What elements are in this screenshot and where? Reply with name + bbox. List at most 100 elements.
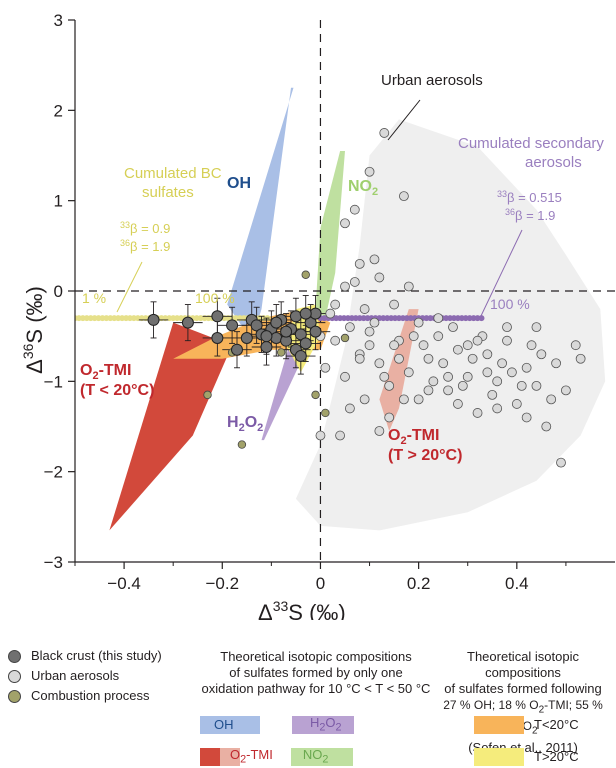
- h2o2-label: H2O2: [227, 414, 263, 434]
- oh-region: [227, 87, 294, 341]
- urban-aerosol-point: [369, 254, 380, 265]
- secondary-label-2: aerosols: [525, 154, 582, 171]
- black-crust-point: [211, 310, 224, 323]
- urban-aerosol-point: [340, 371, 350, 382]
- urban-aerosol-point: [526, 340, 537, 351]
- combustion-point: [340, 333, 350, 343]
- urban-aerosol-point: [349, 277, 360, 287]
- y-tick-label: 2: [54, 101, 63, 120]
- combustion-point: [203, 390, 212, 400]
- urban-aerosol-point: [364, 340, 375, 351]
- beta-bc-33: 33β = 0.9: [120, 220, 170, 236]
- pct100-sec-label: 100 %: [490, 296, 530, 312]
- y-tick-label: 0: [54, 282, 63, 301]
- urban-aerosol-point: [575, 353, 586, 364]
- urban-aerosol-point: [443, 371, 453, 382]
- legend-label: Black crust (this study): [31, 648, 162, 663]
- urban-aerosol-point: [453, 399, 463, 409]
- x-axis-title: Δ33S (‰): [258, 598, 346, 620]
- urban-aerosol-point: [349, 204, 360, 215]
- y-tick-label: 1: [54, 192, 63, 211]
- scatter-points: [147, 128, 586, 468]
- legend-mid-title-3: oxidation pathway for 10 °C < T < 50 °C: [201, 681, 431, 696]
- urban-aerosol-point: [374, 358, 385, 369]
- urban-aerosol-point: [492, 403, 503, 414]
- urban-aerosol-point: [462, 340, 473, 351]
- urban-aerosol-point: [482, 349, 493, 360]
- urban-aerosol-point: [394, 353, 404, 364]
- y-tick-label: −2: [44, 463, 63, 482]
- o2tmi-gt-label-1: O2-TMI: [388, 427, 439, 447]
- urban-aerosol-point: [551, 358, 561, 369]
- combustion-point: [311, 390, 320, 400]
- no2-region: [315, 151, 345, 319]
- legend-item-combustion: Combustion process: [8, 686, 198, 706]
- beta-bc-36: 36β = 1.9: [120, 238, 170, 254]
- urban-aerosol-point: [403, 367, 414, 378]
- h2o2-swatch: [292, 716, 354, 734]
- urban-aerosol-point: [364, 166, 375, 177]
- legend-item-black-crust: Black crust (this study): [8, 646, 198, 666]
- urban-aerosol-point: [389, 299, 399, 310]
- urban-aerosols-label: Urban aerosols: [381, 72, 483, 89]
- legend-label: Urban aerosols: [31, 668, 120, 683]
- urban-aerosol-point: [457, 380, 468, 391]
- pct1-label: 1 %: [82, 290, 106, 306]
- urban-aerosol-point: [497, 358, 507, 369]
- urban-aerosol-point: [507, 367, 517, 378]
- urban-aerosol-point: [482, 367, 493, 378]
- black-crust-point: [250, 319, 263, 332]
- combustion-point: [321, 408, 330, 418]
- y-tick-label: 3: [54, 11, 63, 30]
- urban-aerosol-point: [330, 299, 341, 310]
- urban-aerosol-point: [516, 380, 527, 391]
- sec-beta-leader: [479, 229, 523, 319]
- black-crust-point: [147, 313, 160, 326]
- legend-mid-title-2: of sulfates formed by only one: [229, 665, 403, 680]
- urban-aerosol-point: [492, 376, 503, 387]
- oh-label: OH: [227, 175, 251, 192]
- urban-aerosol-point: [546, 394, 557, 405]
- urban-aerosol-point: [531, 380, 542, 391]
- x-tick-label: 0: [316, 574, 325, 593]
- urban-aerosol-point: [359, 394, 370, 405]
- urban-aerosol-point: [462, 371, 473, 382]
- black-crust-point: [270, 316, 283, 329]
- urban-aerosol-point: [335, 430, 345, 441]
- black-crust-marker-icon: [8, 649, 21, 663]
- secondary-label-1: Cumulated secondary: [458, 135, 604, 152]
- urban-aerosol-point: [340, 218, 350, 229]
- urban-aerosol-point: [354, 353, 365, 364]
- urban-aerosol-point: [541, 421, 552, 432]
- black-crust-point: [240, 331, 253, 344]
- o2tmi-swatch-label: O2-TMI: [230, 746, 273, 766]
- axes: −3 −2 −1 0 1 2 3 −0.4 −0.2 0 0.2 0.4: [44, 11, 615, 593]
- urban-aerosol-point: [443, 385, 453, 396]
- urban-aerosol-point: [561, 385, 571, 396]
- black-crust-point: [294, 350, 307, 363]
- urban-aerosol-point: [521, 362, 532, 373]
- urban-aerosol-point: [521, 412, 532, 423]
- urban-aerosol-point: [502, 335, 512, 346]
- urban-aerosol-point: [511, 399, 522, 409]
- black-crust-point: [211, 331, 224, 344]
- t-gt20-swatch: [474, 748, 524, 766]
- t-lt20-label: T<20°C: [534, 717, 579, 732]
- urban-aerosol-point: [389, 340, 399, 351]
- urban-aerosol-point: [399, 394, 409, 405]
- urban-aerosol-point: [418, 340, 429, 351]
- oh-swatch: [200, 716, 260, 734]
- y-tick-label: −1: [44, 372, 63, 391]
- o2tmi-dark-swatch: [200, 748, 220, 766]
- urban-aerosol-point: [369, 317, 380, 328]
- urban-aerosol-point: [408, 331, 419, 342]
- urban-aerosol-point: [438, 358, 449, 369]
- bc-beta-leader: [116, 261, 143, 313]
- x-tick-label: −0.2: [205, 574, 239, 593]
- x-tick-label: 0.4: [505, 574, 529, 593]
- urban-aerosol-point: [340, 281, 350, 292]
- urban-aerosol-point: [364, 326, 375, 337]
- black-crust-point: [260, 330, 273, 343]
- urban-aerosol-point: [448, 322, 458, 333]
- legend-single-pathway: Theoretical isotopic compositions of sul…: [196, 649, 436, 697]
